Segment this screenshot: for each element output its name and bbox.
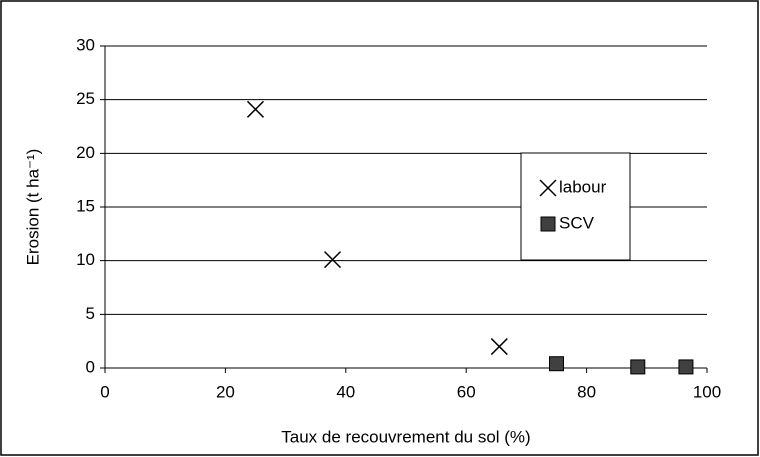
y-tick-label: 30 [76,35,95,54]
y-tick-label: 15 [76,196,95,215]
point [549,356,564,372]
y-tick-label: 25 [76,89,95,108]
x-tick-label: 80 [577,382,596,401]
point [630,359,646,375]
point [678,359,694,375]
point [324,251,342,269]
x-tick-label: 100 [693,382,721,401]
y-axis-label: Erosion (t ha⁻¹) [23,149,42,266]
legend-marker [539,179,557,197]
legend-box [520,152,631,261]
x-tick-label: 40 [336,382,355,401]
legend-label: labour [559,177,607,196]
point [490,338,508,356]
y-tick-label: 0 [86,357,95,376]
x-tick-label: 20 [216,382,235,401]
x-tick-label: 0 [100,382,109,401]
legend-label: SCV [559,213,595,232]
point [246,100,265,118]
x-tick-label: 60 [457,382,476,401]
y-tick-label: 10 [76,250,95,269]
y-tick-label: 5 [86,304,95,323]
legend-marker [540,216,556,232]
y-tick-label: 20 [76,143,95,162]
x-axis-label: Taux de recouvrement du sol (%) [281,427,530,446]
